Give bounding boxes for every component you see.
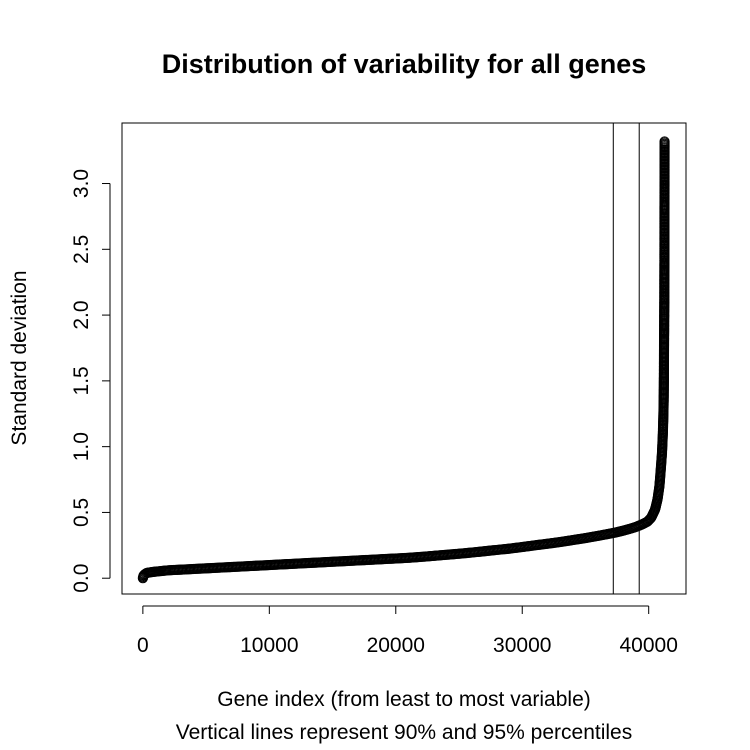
x-tick-label: 20000 [367,634,425,657]
y-tick-label: 0.0 [70,564,93,593]
y-tick-label: 1.5 [70,366,93,395]
y-axis-label: Standard deviation [8,270,31,445]
y-tick-label: 2.0 [70,300,93,329]
x-tick-label: 40000 [619,634,677,657]
x-tick-label: 30000 [493,634,551,657]
y-tick-label: 3.0 [70,169,93,198]
x-axis: 0 10000 20000 30000 40000 [137,605,678,657]
x-axis-subtitle: Vertical lines represent 90% and 95% per… [176,721,632,744]
plot-frame [121,122,687,595]
percentile-lines [612,123,640,594]
y-tick-label: 2.5 [70,235,93,264]
y-tick-label: 0.5 [70,498,93,527]
x-tick-label: 0 [137,634,149,657]
data-point [659,136,670,147]
data-points [137,136,670,584]
y-axis: 0.0 0.5 1.0 1.5 2.0 2.5 3.0 [70,169,111,593]
x-axis-label: Gene index (from least to most variable) [217,688,591,711]
y-tick-label: 1.0 [70,432,93,461]
x-tick-label: 10000 [240,634,298,657]
chart-title: Distribution of variability for all gene… [162,49,647,79]
